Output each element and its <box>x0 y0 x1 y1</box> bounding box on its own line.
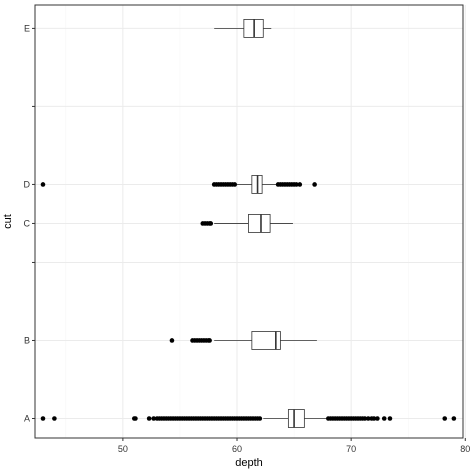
outlier-point <box>207 338 212 343</box>
outlier-point <box>208 221 214 226</box>
outlier-point <box>232 182 238 187</box>
box-C <box>200 214 293 233</box>
outlier-point <box>387 416 393 421</box>
outlier-point <box>362 416 368 421</box>
box-D <box>40 175 317 194</box>
outlier-point <box>294 182 299 187</box>
outlier-point <box>146 416 152 421</box>
outlier-point <box>365 416 371 421</box>
outlier-point <box>297 182 303 187</box>
outlier-point <box>375 416 380 421</box>
outlier-point <box>52 416 57 421</box>
y-tick-label: C <box>24 218 31 228</box>
y-tick-label: B <box>24 335 30 345</box>
outlier-point <box>257 416 263 421</box>
outlier-point <box>312 182 317 187</box>
x-axis: 50 60 70 80 <box>118 438 470 454</box>
outlier-point <box>151 416 156 421</box>
outlier-point <box>40 182 46 187</box>
y-axis: A B C D E <box>24 23 35 423</box>
x-tick-label: 80 <box>460 444 470 454</box>
iqr-box <box>251 331 281 350</box>
iqr-box <box>287 409 305 428</box>
y-tick-label: A <box>24 413 30 423</box>
panel-border <box>34 4 464 439</box>
y-tick-label: E <box>24 23 30 33</box>
outlier-point <box>371 416 377 421</box>
outlier-point <box>169 338 175 343</box>
boxes <box>40 19 457 428</box>
box-A <box>40 409 457 428</box>
iqr-box <box>248 214 271 233</box>
outlier-point <box>442 416 448 421</box>
outlier-point <box>381 416 387 421</box>
y-tick-label: D <box>24 179 31 189</box>
box-E <box>214 19 272 38</box>
x-tick-label: 70 <box>346 444 356 454</box>
x-tick-label: 60 <box>232 444 242 454</box>
y-axis-title: cut <box>2 214 14 229</box>
box-B <box>169 331 317 350</box>
outlier-point <box>40 416 46 421</box>
x-axis-title: depth <box>235 457 263 469</box>
x-tick-label: 50 <box>118 444 128 454</box>
outlier-point <box>133 416 138 421</box>
outlier-point <box>451 416 457 421</box>
